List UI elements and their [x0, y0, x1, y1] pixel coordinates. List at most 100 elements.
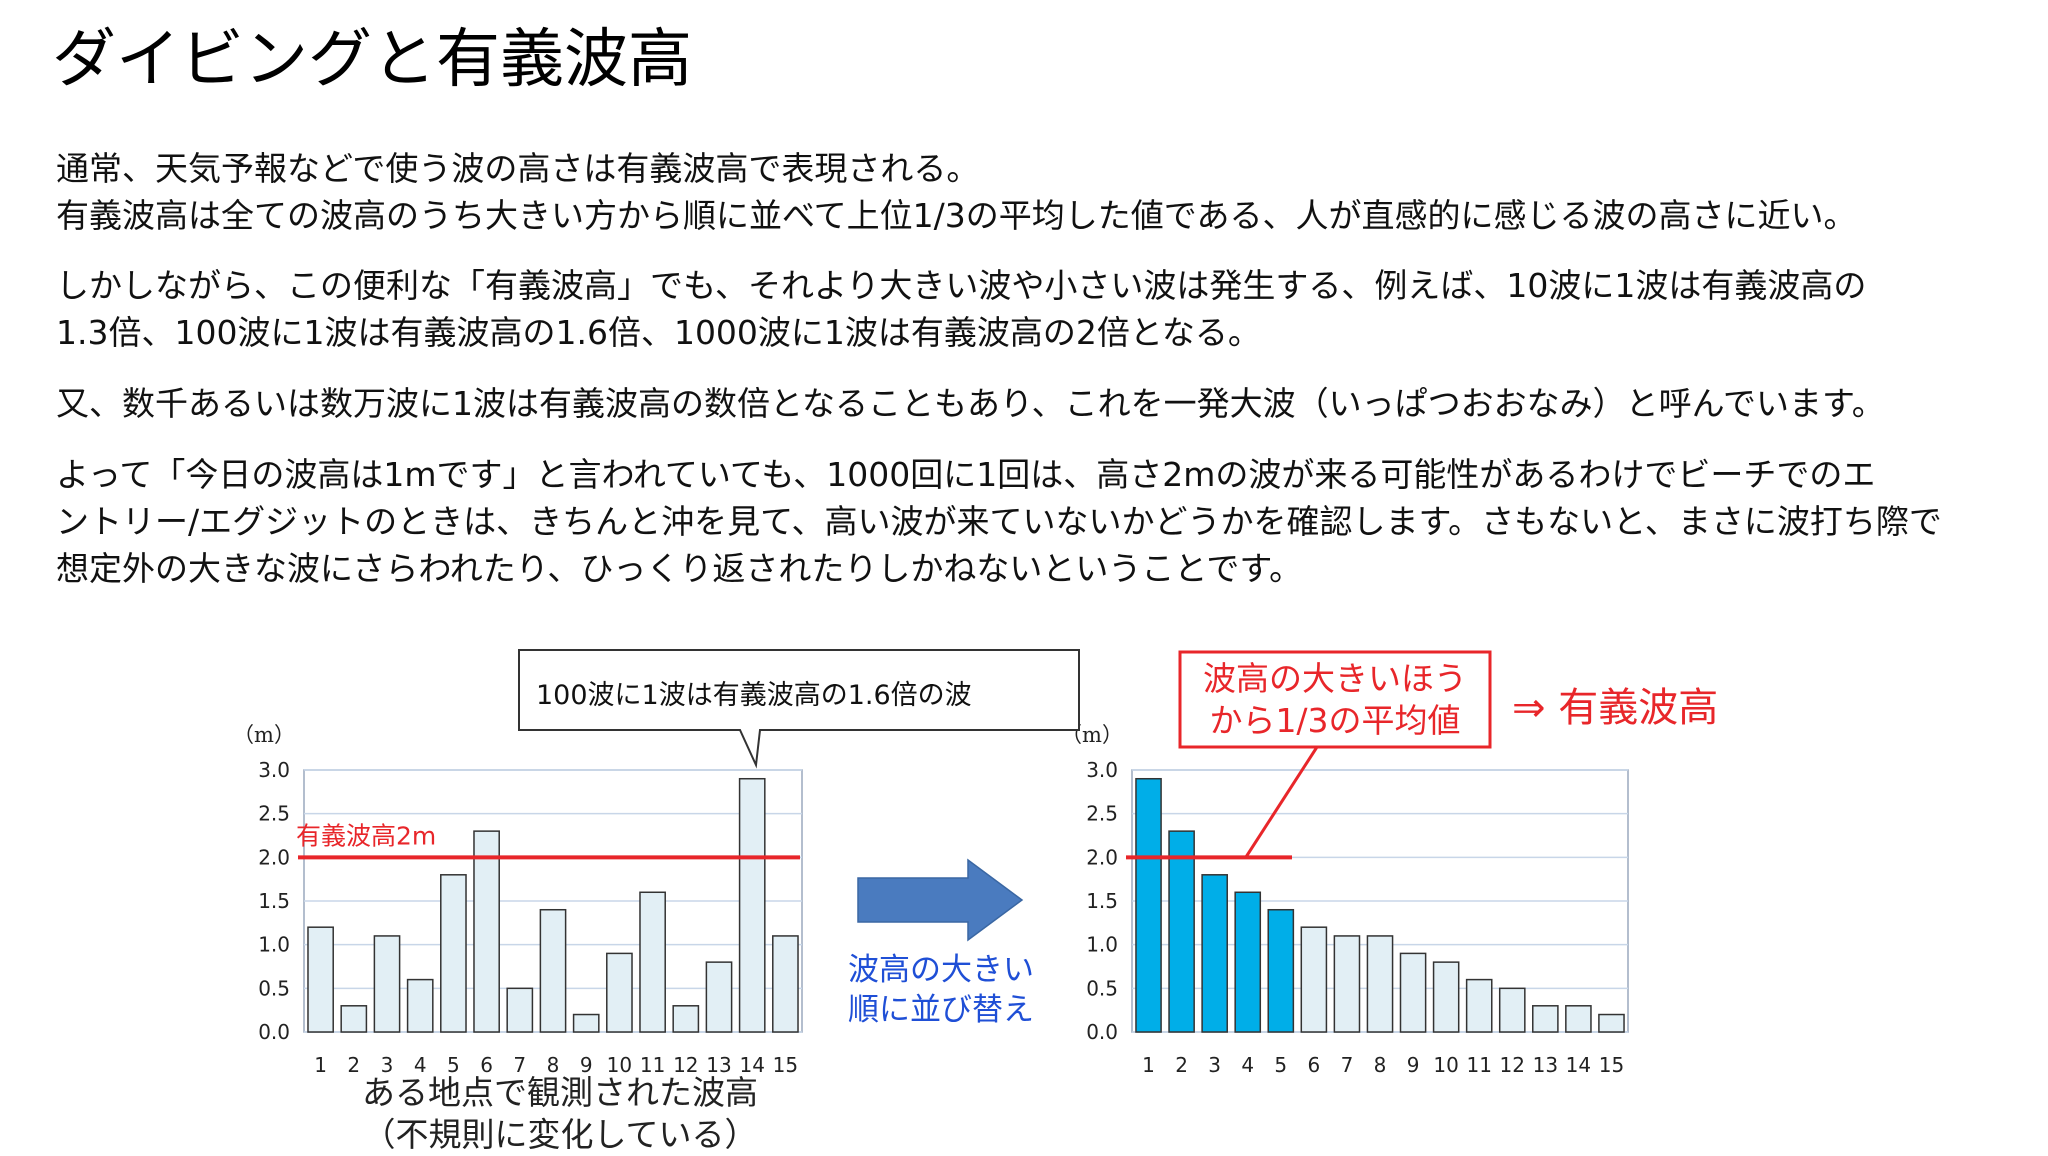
bar — [1135, 777, 1162, 1033]
x-tick-label: 12 — [673, 1053, 698, 1077]
x-tick-label: 12 — [1500, 1053, 1525, 1077]
bar — [606, 952, 633, 1033]
paragraph-diving-advice: よって「今日の波高は1mです」と言われていても、1000回に1回は、高さ2mの波… — [56, 451, 2046, 592]
bar — [1598, 1013, 1625, 1033]
y-tick-label: 2.5 — [258, 802, 290, 826]
y-tick-label: 1.0 — [1086, 933, 1118, 957]
x-tick-label: 5 — [447, 1053, 460, 1077]
bar — [1565, 1005, 1592, 1033]
x-tick-label: 7 — [513, 1053, 526, 1077]
sort-label-line: 波高の大きい — [848, 952, 1034, 988]
red-annotation-pointer — [1244, 746, 1319, 858]
y-tick-label: 2.5 — [1086, 802, 1118, 826]
result-label: ⇒ 有義波高 — [1512, 685, 1719, 731]
sort-label: 波高の大きい 順に並び替え — [826, 950, 1056, 1030]
y-tick-label: 1.0 — [258, 933, 290, 957]
bar — [1532, 1005, 1559, 1033]
bar — [772, 935, 799, 1033]
reference-line-label: 有義波高2m — [296, 821, 436, 850]
y-tick-label: 0.5 — [258, 976, 290, 1000]
page-title: ダイビングと有義波高 — [52, 23, 692, 97]
paragraph-line: 1.3倍、100波に1波は有義波高の1.6倍、1000波に1波は有義波高の2倍と… — [56, 313, 1261, 352]
y-tick-label: 0.0 — [258, 1020, 290, 1044]
chart-caption-line: （不規則に変化している） — [362, 1115, 758, 1154]
x-tick-label: 5 — [1274, 1053, 1287, 1077]
paragraph-wave-ratios: しかしながら、この便利な「有義波高」でも、それより大きい波や小さい波は発生する、… — [56, 262, 2046, 356]
x-tick-label: 9 — [1407, 1053, 1420, 1077]
sort-label-line: 順に並び替え — [848, 992, 1034, 1028]
x-tick-label: 8 — [547, 1053, 560, 1077]
red-annotation-line: 波高の大きいほう — [1203, 659, 1467, 698]
paragraph-line: 有義波高は全ての波高のうち大きい方から順に並べて上位1/3の平均した値である、人… — [56, 196, 1857, 235]
x-tick-label: 13 — [1533, 1053, 1558, 1077]
bar — [1465, 978, 1493, 1033]
chart-caption: ある地点で観測された波高 （不規則に変化している） — [300, 1072, 820, 1156]
red-annotation-box — [1178, 650, 1492, 749]
x-tick-label: 15 — [1599, 1053, 1624, 1077]
bar — [440, 874, 467, 1033]
bar — [1366, 935, 1394, 1033]
bar — [1234, 891, 1262, 1033]
bar — [307, 926, 334, 1033]
x-tick-label: 2 — [347, 1053, 360, 1077]
paragraph-significant-wave-definition: 通常、天気予報などで使う波の高さは有義波高で表現される。 有義波高は全ての波高の… — [56, 145, 2046, 239]
arrow-right-icon — [857, 858, 1024, 942]
x-tick-label: 13 — [706, 1053, 731, 1077]
x-tick-label: 7 — [1341, 1053, 1354, 1077]
red-annotation-text: 波高の大きいほう から1/3の平均値 — [1180, 658, 1490, 742]
bar — [1432, 961, 1460, 1033]
x-tick-label: 10 — [1433, 1053, 1458, 1077]
chart-caption-line: ある地点で観測された波高 — [362, 1073, 758, 1112]
x-tick-label: 11 — [1466, 1053, 1491, 1077]
y-tick-label: 3.0 — [258, 758, 290, 782]
x-tick-label: 15 — [773, 1053, 798, 1077]
bar — [738, 777, 766, 1033]
chart-sorted-waves: 0.00.51.01.52.02.53.0（m）1 2 3 4 5 6 7 8 9 10 11 12 1… — [1061, 723, 1629, 1077]
x-tick-label: 4 — [1241, 1053, 1254, 1077]
y-axis-unit: （m） — [233, 723, 295, 747]
x-tick-label: 2 — [1175, 1053, 1188, 1077]
chart-observed-waves: 0.00.51.01.52.02.53.0（m）1 2 3 4 5 6 7 8 9 10 11 12 1… — [233, 723, 803, 1077]
paragraph-line: ントリー/エグジットのときは、きちんと沖を見て、高い波が来ていないかどうかを確認… — [56, 502, 1942, 541]
bar — [1498, 987, 1526, 1033]
paragraph-line: 通常、天気予報などで使う波の高さは有義波高で表現される。 — [56, 149, 980, 188]
callout-bubble — [518, 649, 1080, 769]
paragraph-line: しかしながら、この便利な「有義波高」でも、それより大きい波や小さい波は発生する、… — [56, 266, 1867, 305]
x-tick-label: 8 — [1374, 1053, 1387, 1077]
x-tick-label: 3 — [381, 1053, 394, 1077]
bar — [1300, 926, 1328, 1033]
paragraph-line: 又、数千あるいは数万波に1波は有義波高の数倍となることもあり、これを一発大波（い… — [56, 384, 1885, 423]
callout-text: 100波に1波は有義波高の1.6倍の波 — [536, 680, 972, 711]
y-tick-label: 2.0 — [258, 845, 290, 869]
x-tick-label: 14 — [739, 1053, 764, 1077]
x-tick-label: 6 — [480, 1053, 493, 1077]
bar — [705, 961, 733, 1033]
bar — [572, 1013, 600, 1033]
x-tick-label: 14 — [1566, 1053, 1591, 1077]
paragraph-line: 想定外の大きな波にさらわれたり、ひっくり返されたりしかねないということです。 — [56, 549, 1303, 588]
paragraph-rogue-wave: 又、数千あるいは数万波に1波は有義波高の数倍となることもあり、これを一発大波（い… — [56, 380, 2046, 427]
y-tick-label: 1.5 — [258, 889, 290, 913]
bar — [639, 891, 666, 1033]
bar — [1267, 908, 1295, 1033]
bar — [1399, 952, 1427, 1033]
y-tick-label: 2.0 — [1086, 845, 1118, 869]
y-tick-label: 3.0 — [1086, 758, 1118, 782]
bar — [1201, 874, 1228, 1033]
x-tick-label: 1 — [314, 1053, 327, 1077]
x-tick-label: 9 — [580, 1053, 593, 1077]
bar — [672, 1005, 700, 1033]
x-tick-label: 4 — [414, 1053, 427, 1077]
y-tick-label: 1.5 — [1086, 889, 1118, 913]
paragraph-line: よって「今日の波高は1mです」と言われていても、1000回に1回は、高さ2mの波… — [56, 455, 1876, 494]
x-tick-label: 6 — [1307, 1053, 1320, 1077]
y-tick-label: 0.5 — [1086, 976, 1118, 1000]
bar — [373, 935, 401, 1033]
bar — [340, 1005, 368, 1033]
x-tick-label: 11 — [640, 1053, 665, 1077]
y-tick-label: 0.0 — [1086, 1020, 1118, 1044]
x-tick-label: 10 — [607, 1053, 632, 1077]
bar — [473, 830, 500, 1033]
red-annotation-line: から1/3の平均値 — [1209, 701, 1461, 740]
